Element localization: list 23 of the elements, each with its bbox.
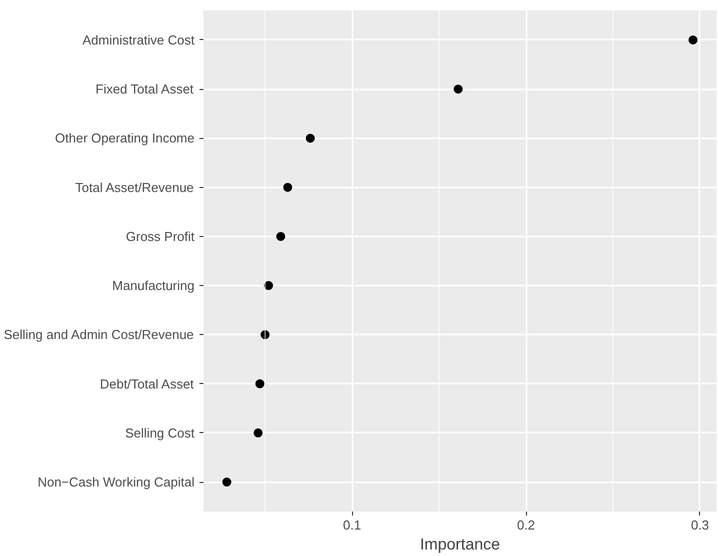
y-tick-label: Manufacturing <box>112 278 195 294</box>
y-tick-label: Non−Cash Working Capital <box>38 474 195 490</box>
point <box>264 281 274 290</box>
point <box>306 134 315 143</box>
point <box>454 84 463 94</box>
y-tick-label: Gross Profit <box>126 228 195 244</box>
x-tick-label: 0.2 <box>516 518 536 532</box>
point <box>222 478 232 487</box>
point <box>255 379 264 388</box>
point <box>254 428 263 438</box>
y-tick-label: Administrative Cost <box>82 32 195 48</box>
point <box>688 35 698 44</box>
x-tick-label: 0.1 <box>343 518 362 532</box>
y-tick-label: Debt/Total Asset <box>100 376 194 392</box>
x-tick-label: 0.3 <box>690 518 710 532</box>
point <box>283 182 292 192</box>
y-tick-label: Selling and Admin Cost/Revenue <box>4 327 194 342</box>
y-tick-label: Selling Cost <box>125 425 195 440</box>
y-tick-label: Other Operating Income <box>55 130 195 146</box>
point <box>276 232 286 241</box>
y-tick-label: Fixed Total Asset <box>96 82 194 97</box>
x-axis-title: Importance <box>420 536 500 554</box>
y-tick-label: Total Asset/Revenue <box>75 180 194 195</box>
